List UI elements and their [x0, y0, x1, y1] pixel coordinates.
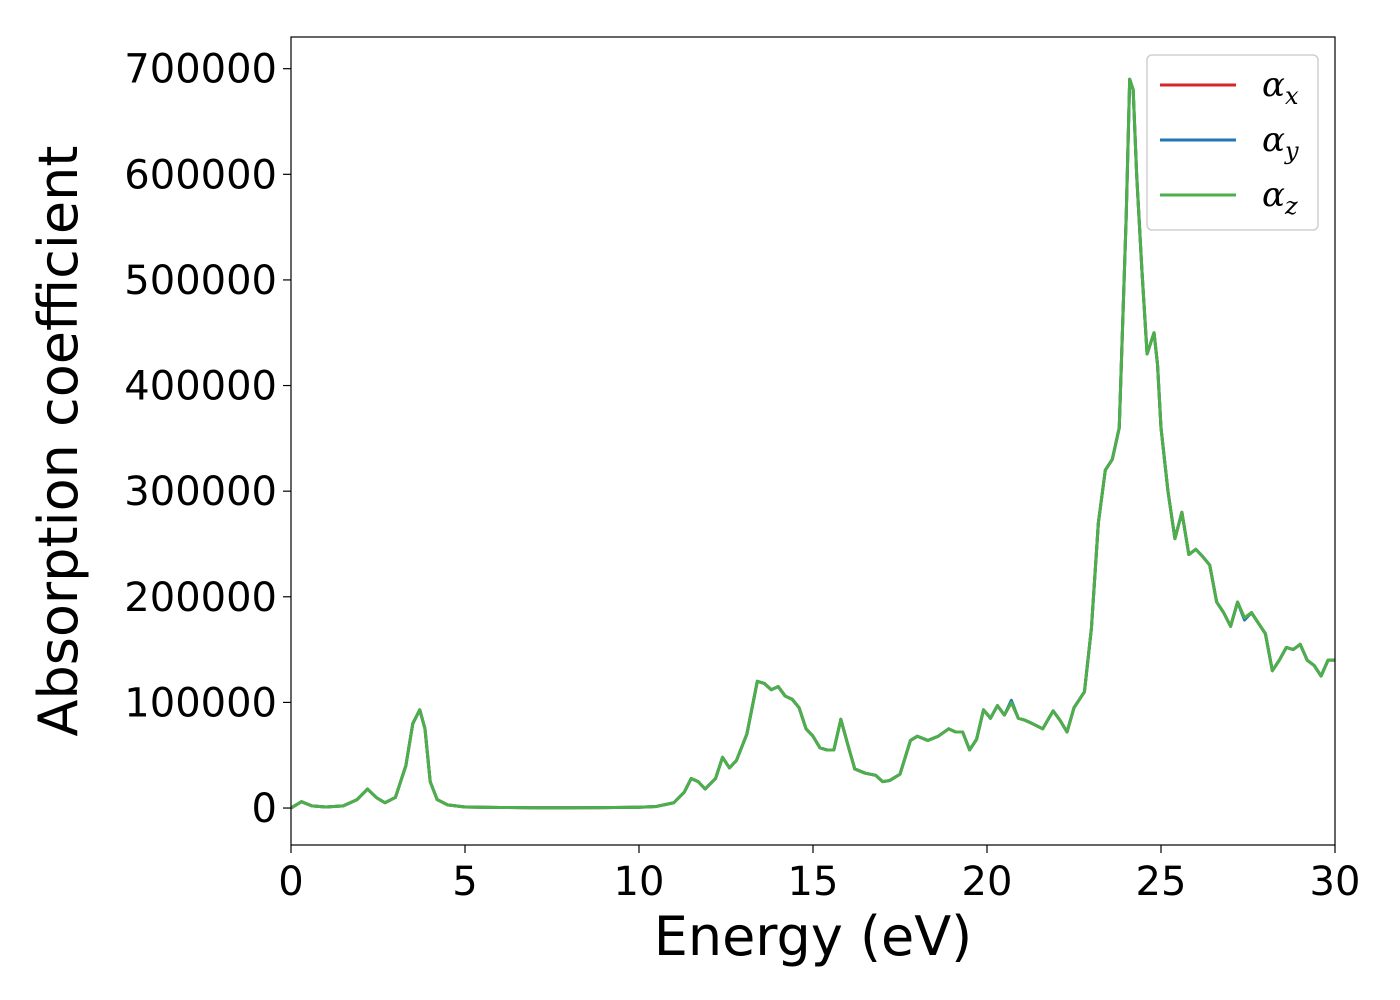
y-tick-label: 0 [252, 786, 277, 832]
y-axis: 0 100000 200000 300000 400000 500000 600000 700… [124, 47, 291, 832]
y-tick-label: 400000 [124, 364, 277, 410]
x-tick-label: 20 [962, 859, 1013, 905]
y-axis-label: Absorption coefficient [27, 146, 90, 737]
legend-label-y: αy [1262, 120, 1299, 165]
y-tick-label: 500000 [124, 258, 277, 304]
y-tick-label: 700000 [124, 47, 277, 93]
x-tick-label: 5 [452, 859, 477, 905]
x-tick-label: 10 [614, 859, 665, 905]
legend-label-z: αz [1262, 175, 1298, 220]
y-tick-label: 200000 [124, 575, 277, 621]
x-tick-label: 30 [1310, 859, 1361, 905]
series-layer [291, 77, 1335, 810]
x-tick-label: 15 [788, 859, 839, 905]
legend-label-x: αx [1262, 65, 1299, 110]
x-axis: 0 5 10 15 20 25 30 [278, 845, 1360, 905]
legend: αx αy αz [1146, 54, 1319, 231]
x-tick-label: 25 [1136, 859, 1187, 905]
series-line-z [291, 77, 1335, 810]
y-tick-label: 100000 [124, 680, 277, 726]
x-tick-label: 0 [278, 859, 303, 905]
legend-box [1146, 54, 1319, 231]
x-axis-label: Energy (eV) [654, 905, 973, 968]
y-tick-label: 300000 [124, 469, 277, 515]
y-tick-label: 600000 [124, 152, 277, 198]
